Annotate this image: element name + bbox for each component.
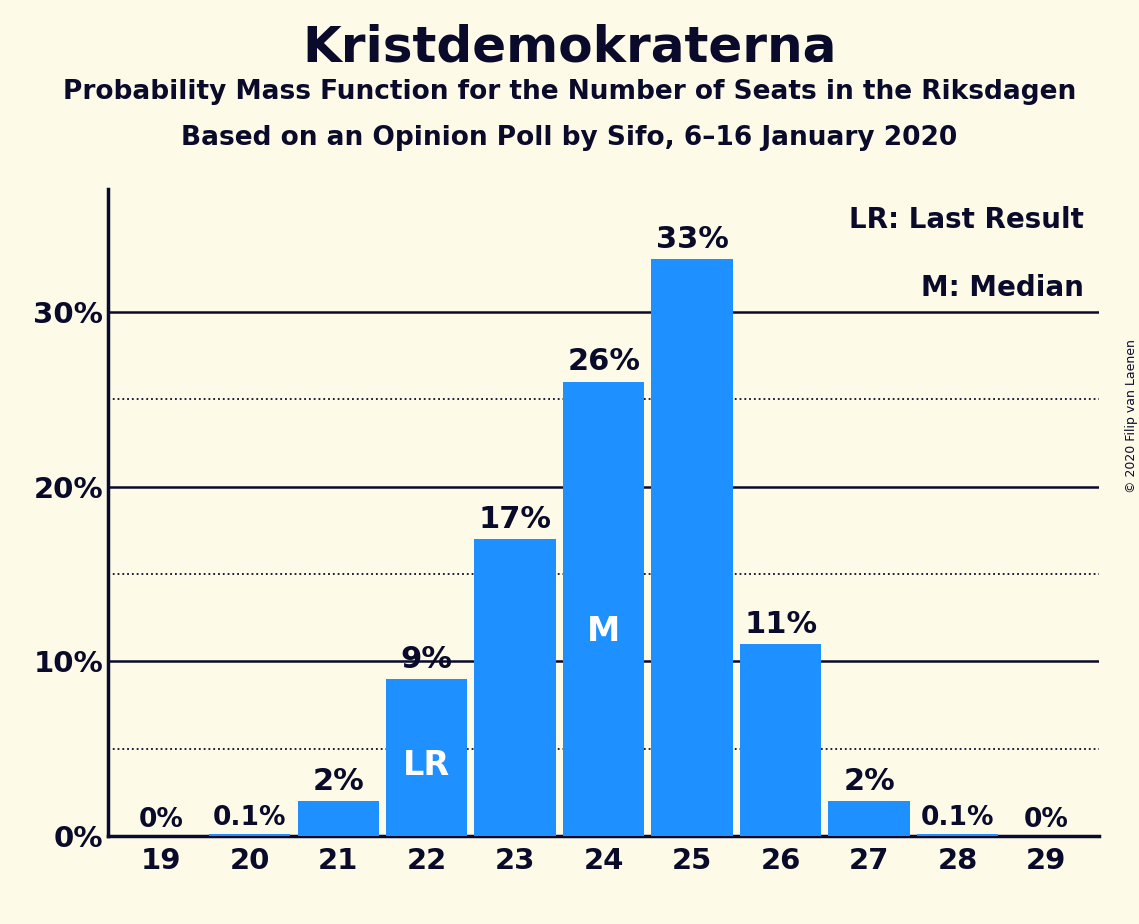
Bar [828,801,910,836]
Bar [740,644,821,836]
Bar [386,679,467,836]
Bar [652,260,732,836]
Bar [563,382,645,836]
Text: Kristdemokraterna: Kristdemokraterna [302,23,837,71]
Text: 17%: 17% [478,505,551,534]
Text: 0%: 0% [1024,807,1068,833]
Text: LR: LR [403,749,450,782]
Text: Based on an Opinion Poll by Sifo, 6–16 January 2020: Based on an Opinion Poll by Sifo, 6–16 J… [181,125,958,151]
Text: 9%: 9% [401,645,452,674]
Text: 26%: 26% [567,347,640,376]
Text: 11%: 11% [744,610,817,638]
Text: 0.1%: 0.1% [920,805,994,831]
Bar [917,834,998,836]
Text: 0.1%: 0.1% [213,805,287,831]
Text: M: Median: M: Median [921,274,1084,301]
Text: Probability Mass Function for the Number of Seats in the Riksdagen: Probability Mass Function for the Number… [63,79,1076,104]
Bar [210,834,290,836]
Text: 0%: 0% [139,807,183,833]
Bar [297,801,379,836]
Text: 2%: 2% [843,767,895,796]
Text: © 2020 Filip van Laenen: © 2020 Filip van Laenen [1124,339,1138,492]
Bar [475,539,556,836]
Text: M: M [587,615,621,649]
Text: 2%: 2% [312,767,364,796]
Text: 33%: 33% [656,225,729,254]
Text: LR: Last Result: LR: Last Result [850,206,1084,234]
